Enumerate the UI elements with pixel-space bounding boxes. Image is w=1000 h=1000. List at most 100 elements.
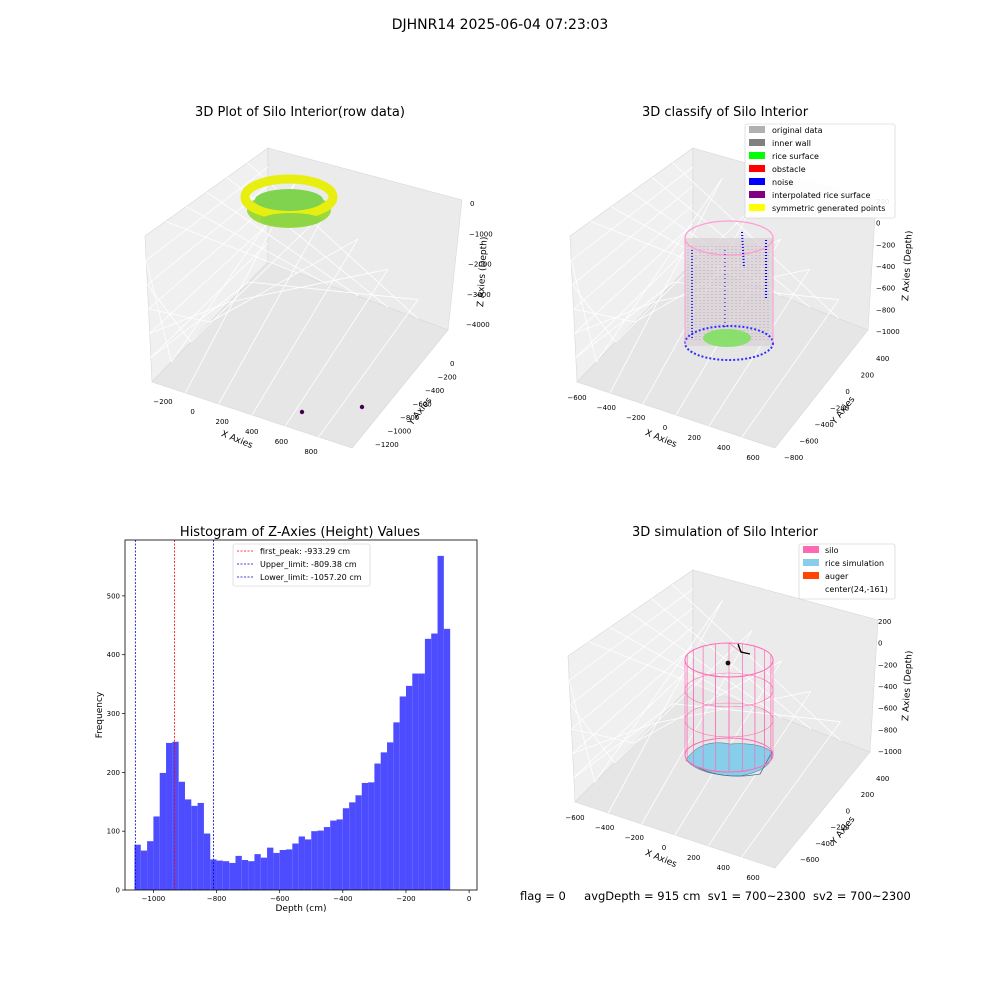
legend-entry: silo xyxy=(825,546,839,555)
raw-z-tick: 0 xyxy=(470,200,474,208)
classify-x-tick: 600 xyxy=(746,454,759,462)
classify-x-tick: −400 xyxy=(597,404,616,412)
histogram-bar xyxy=(153,816,160,890)
raw-x-tick: 600 xyxy=(275,438,288,446)
legend-entry: inner wall xyxy=(772,139,811,148)
histogram-bar xyxy=(437,555,444,890)
raw-y-tick-labels: 0 −200 −400 −600 −800 −1000 −1200 xyxy=(375,360,457,449)
classify-y-tick: −800 xyxy=(784,454,803,462)
raw-y-tick: 0 xyxy=(450,360,454,368)
classify-y-tick-labels: 400 200 0 −200 −400 −600 −800 xyxy=(784,355,889,462)
simulation-y-tick: 400 xyxy=(876,775,889,783)
simulation-z-tick-labels: 200 0 −200 −400 −600 −800 −1000 xyxy=(878,618,902,756)
raw-x-tick: 800 xyxy=(304,448,317,456)
simulation-silo-wireframe xyxy=(684,642,774,777)
classify-z-tick: −400 xyxy=(876,263,895,271)
raw-y-tick: −400 xyxy=(425,387,444,395)
histogram-bar xyxy=(241,860,249,890)
classify-y-tick: −200 xyxy=(830,405,849,413)
histogram-bar xyxy=(443,628,451,890)
classify-z-tick: −800 xyxy=(876,306,895,314)
legend-swatch xyxy=(749,152,765,159)
histogram-bar xyxy=(166,742,173,890)
raw-outlier-point xyxy=(299,409,305,415)
histogram-bar xyxy=(399,696,406,890)
histogram-x-tick: −800 xyxy=(207,895,226,903)
histogram-bar xyxy=(323,827,331,890)
histogram-bar xyxy=(361,782,369,890)
histogram-bar xyxy=(418,673,425,890)
raw-z-tick: −1000 xyxy=(469,230,493,238)
histogram-bar xyxy=(147,841,154,890)
simulation-z-tick: 200 xyxy=(878,618,891,626)
histogram-x-tick: −400 xyxy=(333,895,352,903)
histogram-bar xyxy=(342,808,350,890)
raw-x-tick: 200 xyxy=(216,418,229,426)
panel-raw-title: 3D Plot of Silo Interior(row data) xyxy=(195,105,405,120)
legend-entry: rice surface xyxy=(772,152,819,161)
histogram-y-tick: 500 xyxy=(107,592,120,600)
legend-swatch xyxy=(749,126,765,133)
histogram-bar xyxy=(355,795,362,890)
legend-entry: auger xyxy=(825,572,849,581)
legend-swatch xyxy=(803,572,819,579)
sv1-readout: sv1 = 700~2300 xyxy=(707,889,806,903)
raw-y-tick: −1200 xyxy=(375,441,399,449)
histogram-bar xyxy=(210,859,217,890)
panel-histogram: Histogram of Z-Axies (Height) Values −10… xyxy=(95,525,478,914)
histogram-bar xyxy=(267,847,274,890)
histogram-bar xyxy=(286,849,293,890)
simulation-y-tick: 200 xyxy=(861,791,874,799)
legend-swatch xyxy=(749,165,765,172)
histogram-title: Histogram of Z-Axies (Height) Values xyxy=(180,525,420,540)
histogram-bar xyxy=(298,836,305,890)
histogram-bar xyxy=(311,831,318,890)
histogram-bar xyxy=(431,633,438,890)
flag-readout: flag = 0 xyxy=(520,889,566,903)
classify-x-tick: −200 xyxy=(626,414,645,422)
simulation-x-tick: −400 xyxy=(595,824,614,832)
legend-swatch xyxy=(803,559,819,566)
panel-simulation-3d: 3D simulation of Silo Interior −600−400−… xyxy=(565,525,914,882)
histogram-x-tick: 0 xyxy=(467,895,471,903)
histogram-bar xyxy=(317,830,324,890)
classify-z-tick: 0 xyxy=(876,220,880,228)
classify-z-tick: −600 xyxy=(876,285,895,293)
legend-swatch xyxy=(749,139,765,146)
legend-entry: symmetric generated points xyxy=(772,204,885,213)
simulation-x-tick: 400 xyxy=(717,864,730,872)
simulation-z-tick: −600 xyxy=(878,705,897,713)
classify-y-tick: 400 xyxy=(876,355,889,363)
raw-outlier-point xyxy=(359,404,365,410)
classify-x-tick: 200 xyxy=(688,434,701,442)
legend-swatch xyxy=(749,178,765,185)
raw-x-tick: −200 xyxy=(153,398,172,406)
histogram-bar xyxy=(254,854,261,890)
simulation-x-tick: 200 xyxy=(687,854,700,862)
simulation-y-tick: −400 xyxy=(815,840,834,848)
histogram-legend: first_peak: -933.29 cm Upper_limit: -809.… xyxy=(232,543,371,587)
histogram-x-ticks: −1000 −800 −600 −400 −200 0 xyxy=(142,890,471,903)
histogram-bar xyxy=(222,861,230,890)
classify-x-tick: 400 xyxy=(717,444,730,452)
classify-inner-wall-points xyxy=(687,246,769,340)
histogram-bar xyxy=(197,802,204,890)
raw-y-tick: −200 xyxy=(438,374,457,382)
raw-silo-point-cloud xyxy=(240,174,338,228)
histogram-bar xyxy=(235,855,242,890)
raw-z-axis-label: Z Axies (Depth) xyxy=(476,236,490,307)
histogram-bar xyxy=(380,752,388,890)
histogram-bar xyxy=(134,844,141,890)
simulation-z-axis-label: Z Axies (Depth) xyxy=(901,650,915,721)
histogram-bar xyxy=(260,857,268,890)
raw-y-tick: −800 xyxy=(400,414,419,422)
histogram-bar xyxy=(216,860,223,890)
simulation-x-tick: 600 xyxy=(746,874,759,882)
simulation-y-tick: −200 xyxy=(830,824,849,832)
legend-entry: center(24,-161) xyxy=(825,585,888,594)
legend-swatch xyxy=(749,204,765,211)
histogram-bar xyxy=(140,850,148,890)
auger-center-point xyxy=(725,660,731,666)
histogram-bar xyxy=(184,799,192,890)
